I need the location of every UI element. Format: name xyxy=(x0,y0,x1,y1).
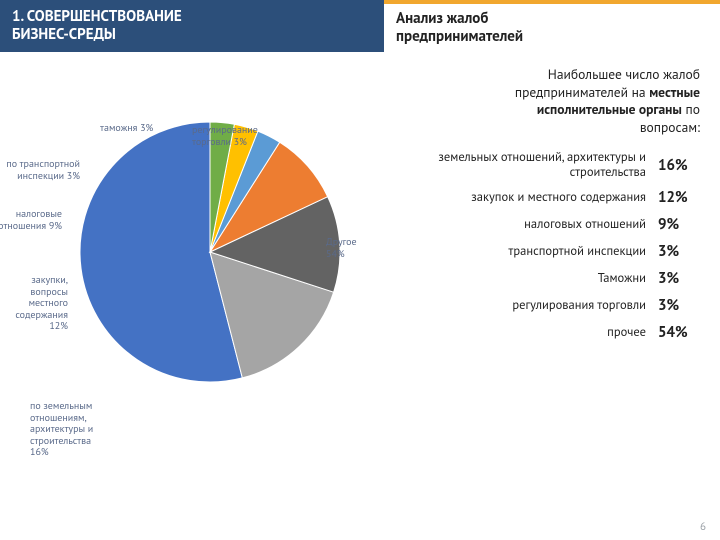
body: Другое54% по земельнымотношениям,архитек… xyxy=(0,52,720,532)
stat-label: закупок и местного содержания xyxy=(408,190,646,205)
header-right-line2: предпринимателей xyxy=(396,28,708,46)
pie-chart-area: Другое54% по земельнымотношениям,архитек… xyxy=(0,52,408,532)
header-right-line1: Анализ жалоб xyxy=(396,10,708,28)
stat-row: земельных отношений, архитектуры и строи… xyxy=(408,150,700,180)
right-panel: Наибольшее число жалоб предпринимателей … xyxy=(408,52,720,532)
stat-row: закупок и местного содержания 12% xyxy=(408,188,700,207)
pie-chart xyxy=(70,112,350,392)
pie-label-other: Другое54% xyxy=(326,236,416,259)
page-number: 6 xyxy=(700,520,706,534)
stat-value: 16% xyxy=(658,156,700,175)
header-left-line1: 1. СОВЕРШЕНСТВОВАНИЕ xyxy=(12,8,372,26)
stat-value: 54% xyxy=(658,323,700,342)
stat-label: Таможни xyxy=(408,271,646,286)
stat-label: регулирования торговли xyxy=(408,298,646,313)
pie-label-customs: таможня 3% xyxy=(100,122,160,134)
intro-l2: предпринимателей на xyxy=(515,83,649,101)
stat-value: 3% xyxy=(658,269,700,288)
intro-l2b: местные xyxy=(649,83,700,101)
header-right: Анализ жалоб предпринимателей xyxy=(384,4,720,52)
stat-label: земельных отношений, архитектуры и строи… xyxy=(408,150,646,180)
stat-row: налоговых отношений 9% xyxy=(408,215,700,234)
pie-label-land: по земельнымотношениям,архитектуры истро… xyxy=(30,400,120,458)
pie-label-transport: по транспортнойинспекции 3% xyxy=(2,158,80,181)
stat-row: прочее 54% xyxy=(408,323,700,342)
stat-row: Таможни 3% xyxy=(408,269,700,288)
stat-label: налоговых отношений xyxy=(408,217,646,232)
header-left-line2: БИЗНЕС-СРЕДЫ xyxy=(12,26,372,44)
intro-l1: Наибольшее число жалоб xyxy=(548,65,700,83)
intro-l4: вопросам: xyxy=(640,118,700,136)
stat-label: прочее xyxy=(408,325,646,340)
header-left: 1. СОВЕРШЕНСТВОВАНИЕ БИЗНЕС-СРЕДЫ xyxy=(0,0,384,52)
stat-label: транспортной инспекции xyxy=(408,244,646,259)
stat-value: 12% xyxy=(658,188,700,207)
stat-value: 9% xyxy=(658,215,700,234)
stat-value: 3% xyxy=(658,296,700,315)
pie-label-trade: регулированиеторговли 3% xyxy=(192,124,282,147)
intro-l3b: исполнительные органы xyxy=(537,100,682,118)
pie-label-procure: закупки, вопросыместногосодержания 12% xyxy=(0,274,68,332)
stat-row: регулирования торговли 3% xyxy=(408,296,700,315)
intro-text: Наибольшее число жалоб предпринимателей … xyxy=(408,66,700,136)
stat-value: 3% xyxy=(658,242,700,261)
pie-label-tax: налоговыеотношения 9% xyxy=(0,208,62,231)
stat-row: транспортной инспекции 3% xyxy=(408,242,700,261)
intro-l3: по xyxy=(682,100,700,118)
header: 1. СОВЕРШЕНСТВОВАНИЕ БИЗНЕС-СРЕДЫ Анализ… xyxy=(0,0,720,52)
